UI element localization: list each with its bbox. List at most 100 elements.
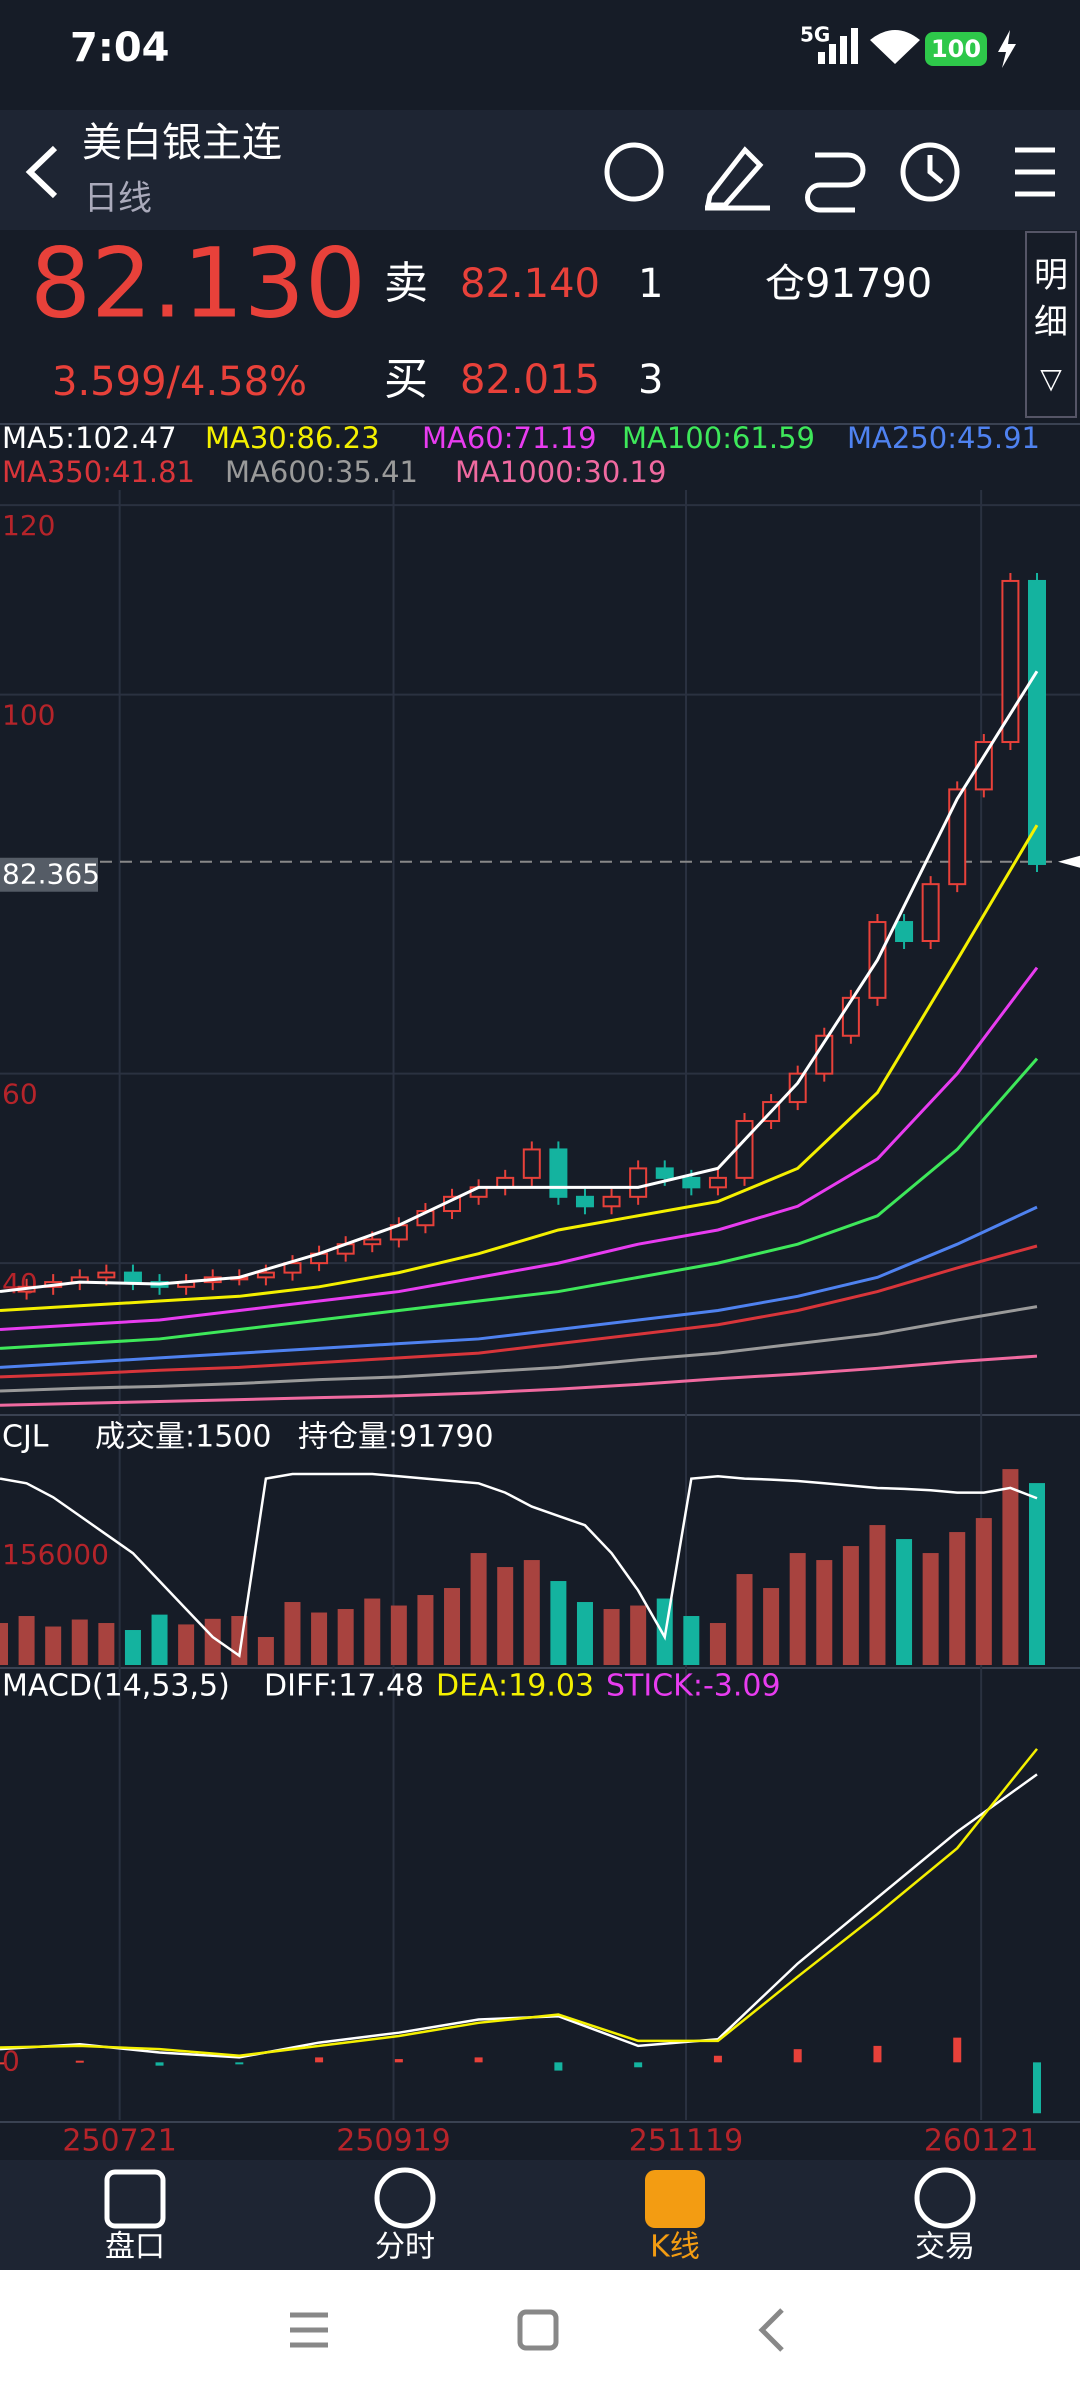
tab-icon[interactable] [645,2170,705,2228]
volume-bar [337,1609,354,1665]
switch-icon[interactable] [604,142,664,202]
x-tick-label: 250919 [336,2124,451,2159]
candle [123,1271,142,1284]
tab-bar [0,2160,1080,2270]
volume-header: 持仓量:91790 [298,1420,494,1455]
volume-bar [816,1560,833,1665]
volume-bar [18,1616,35,1665]
volume-bar [789,1553,806,1665]
ma-line [0,1205,1038,1369]
wifi-icon [870,30,920,64]
macd-stick [1033,2062,1041,2114]
ma-legend: MA350:41.81 [2,455,195,489]
x-tick-label: 250721 [62,2124,177,2159]
volume-bar [497,1567,514,1665]
ma-legend: MA250:45.91 [847,421,1040,455]
tab-icon[interactable] [104,2169,166,2229]
volume-bar [417,1595,434,1665]
recents-button[interactable] [290,2312,328,2348]
battery-level: 100 [931,35,981,63]
volume-header: 成交量:1500 [95,1420,271,1455]
tab-icon[interactable] [374,2167,436,2229]
battery-icon [925,32,987,66]
macd-stick [474,2057,483,2063]
sell-price: 82.140 [460,261,600,307]
sell-label: 卖 [384,258,428,309]
open-interest: 仓91790 [765,261,932,307]
ma-line [0,824,1039,1313]
volume-bar [178,1624,195,1665]
volume-bar [736,1574,753,1665]
volume-bar [550,1581,567,1665]
x-tick-label: 251119 [629,2124,744,2159]
candle [629,1167,648,1198]
volume-bar [284,1602,301,1665]
header [0,110,1080,230]
candle [974,741,993,791]
price-change: 3.599/4.58% [52,359,307,405]
ma-legend: MA600:35.41 [225,455,418,489]
sell-qty: 1 [638,261,663,307]
tab-icon[interactable] [914,2167,976,2229]
tab-label[interactable]: K线 [650,2230,700,2265]
y-tick-label: 100 [2,699,55,732]
menu-icon[interactable] [1015,147,1055,197]
volume-bar [922,1553,939,1665]
candle [655,1167,674,1179]
candle [522,1148,541,1179]
ma-legend: MA30:86.23 [205,421,380,455]
tab-label[interactable]: 分时 [375,2230,435,2265]
price-pointer [1058,855,1080,868]
candle [735,1120,754,1179]
macd-stick [953,2037,962,2063]
back-button[interactable] [25,145,58,199]
home-button[interactable] [517,2309,559,2351]
buy-qty: 3 [638,357,663,403]
y-tick-label: 60 [2,1078,38,1111]
volume-bar [523,1560,540,1665]
line-icon[interactable] [805,152,866,213]
candle [1001,579,1020,744]
buy-label: 买 [384,354,428,405]
clock-icon[interactable] [900,142,960,202]
volume-bar [683,1616,700,1665]
detail-button[interactable] [1025,231,1077,418]
back-system-button[interactable] [758,2308,784,2352]
volume-bar [364,1598,381,1665]
draw-icon[interactable] [704,146,770,211]
volume-bar [98,1623,115,1665]
macd-header: STICK:-3.09 [606,1669,781,1704]
y-tick-label: 156000 [2,1538,109,1571]
volume-bar [709,1623,726,1665]
buy-price: 82.015 [460,357,600,403]
candle [708,1176,727,1189]
candle [602,1195,621,1208]
y-tick-label: 120 [2,509,55,542]
volume-bar [975,1518,992,1665]
candle [1028,579,1046,865]
candle [921,883,940,942]
volume-bar [1002,1469,1019,1665]
x-tick-label: 260121 [924,2124,1039,2159]
volume-bar [763,1588,780,1665]
period: 日线 [84,179,152,219]
macd-stick [793,2049,802,2063]
volume-bar [444,1588,461,1665]
tab-label[interactable]: 交易 [915,2230,975,2265]
charging-icon [998,30,1016,68]
ma-line [0,1305,1038,1393]
candle [363,1238,382,1246]
volume-header: CJL [2,1420,49,1455]
macd-stick [873,2045,882,2063]
price-line-tag [0,857,98,892]
open-interest-line [0,1472,1038,1658]
y-tick-label: 0 [2,2044,20,2077]
tab-label[interactable]: 盘口 [105,2230,165,2265]
candle [948,788,967,886]
candle [895,921,914,942]
candle [283,1262,302,1274]
volume-bar [124,1630,141,1665]
ma-legend: MA60:71.19 [422,421,597,455]
system-nav [0,2270,1080,2400]
